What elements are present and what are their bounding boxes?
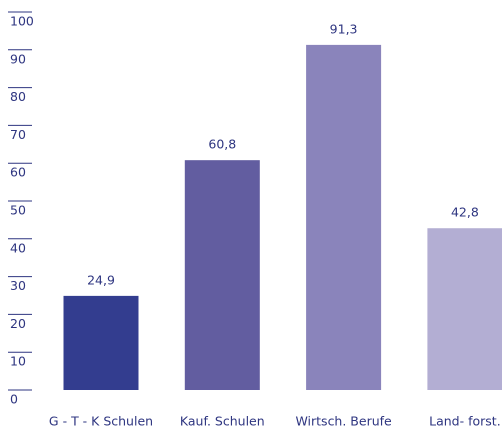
y-tick-label: 90: [10, 51, 26, 66]
value-label: 91,3: [330, 21, 358, 36]
bar: [184, 160, 260, 390]
y-tick-label: 100: [10, 14, 34, 29]
bar: [63, 295, 139, 390]
bar: [306, 44, 382, 391]
y-tick-label: 0: [10, 392, 18, 407]
y-tick-label: 20: [10, 316, 26, 331]
y-tick-label: 80: [10, 89, 26, 104]
bar: [427, 228, 502, 390]
value-label: 24,9: [87, 272, 115, 287]
value-label: 60,8: [208, 137, 236, 152]
y-tick-label: 70: [10, 127, 26, 142]
y-tick-label: 30: [10, 278, 26, 293]
y-tick-label: 10: [10, 354, 26, 369]
x-tick-label: Wirtsch. Berufe: [295, 414, 392, 429]
y-tick-label: 50: [10, 203, 26, 218]
value-label: 42,8: [451, 205, 479, 220]
y-tick-label: 60: [10, 165, 26, 180]
x-tick-label: Kauf. Schulen: [180, 414, 265, 429]
x-tick-label: G - T - K Schulen: [49, 414, 153, 429]
y-tick-label: 40: [10, 240, 26, 255]
x-tick-label: Land- forst.: [429, 414, 501, 429]
